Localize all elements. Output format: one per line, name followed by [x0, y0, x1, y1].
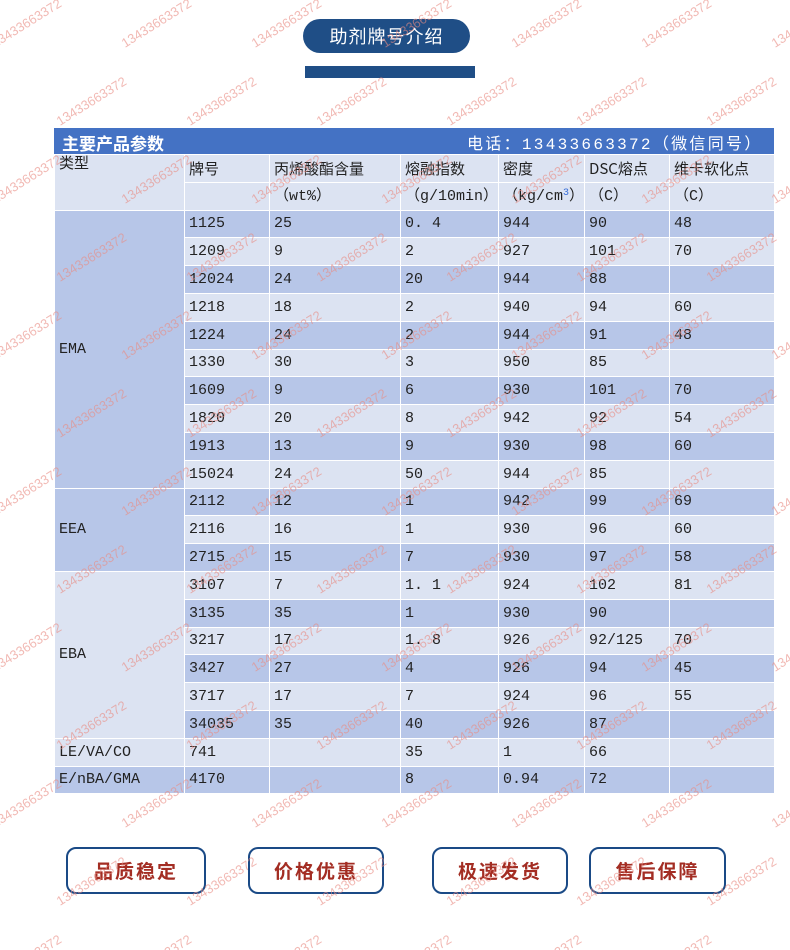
svg-text:13433663372: 13433663372	[639, 0, 714, 51]
svg-text:13433663372: 13433663372	[314, 74, 389, 129]
svg-text:13433663372: 13433663372	[119, 0, 194, 51]
svg-text:13433663372: 13433663372	[379, 932, 454, 950]
svg-text:13433663372: 13433663372	[444, 74, 519, 129]
svg-text:13433663372: 13433663372	[0, 932, 64, 950]
svg-text:13433663372: 13433663372	[639, 932, 714, 950]
svg-text:13433663372: 13433663372	[0, 0, 64, 51]
svg-text:13433663372: 13433663372	[54, 74, 129, 129]
svg-text:13433663372: 13433663372	[184, 74, 259, 129]
svg-text:13433663372: 13433663372	[509, 0, 584, 51]
svg-text:13433663372: 13433663372	[119, 932, 194, 950]
svg-text:13433663372: 13433663372	[704, 74, 779, 129]
svg-text:13433663372: 13433663372	[574, 74, 649, 129]
svg-text:13433663372: 13433663372	[769, 0, 790, 51]
svg-text:13433663372: 13433663372	[249, 932, 324, 950]
svg-text:13433663372: 13433663372	[509, 932, 584, 950]
svg-text:13433663372: 13433663372	[769, 932, 790, 950]
